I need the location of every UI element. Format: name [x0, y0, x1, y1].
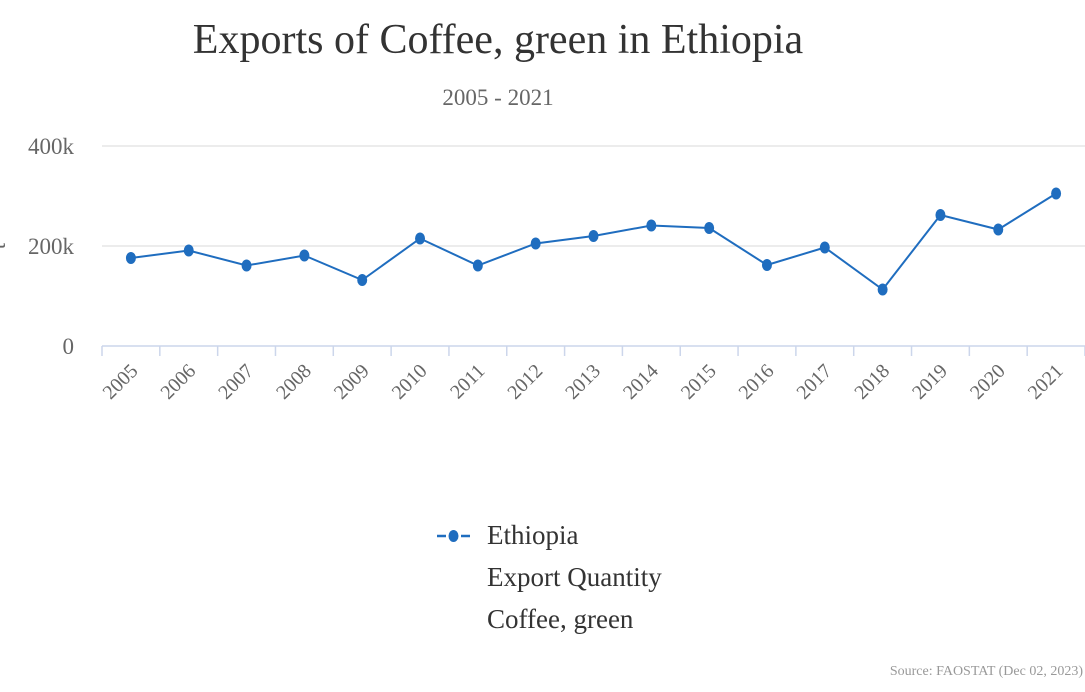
data-point-2012[interactable]	[530, 237, 541, 250]
x-tick-label-2014: 2014	[619, 360, 663, 404]
legend[interactable]: Ethiopia Export Quantity Coffee, green	[437, 520, 662, 634]
x-axis: 2005 2006 2007 2008 2009 2010 2011 2012 2013 2014…	[99, 345, 1085, 404]
x-tick-label-2013: 2013	[561, 360, 605, 404]
x-tick-label-2009: 2009	[330, 360, 374, 404]
x-tick-label-2015: 2015	[677, 360, 721, 404]
data-point-2015[interactable]	[704, 222, 715, 234]
data-point-2006[interactable]	[183, 244, 194, 257]
y-axis-title-group: t	[0, 242, 10, 249]
data-point-2014[interactable]	[646, 219, 657, 232]
data-point-2009[interactable]	[357, 274, 368, 286]
x-tick-label-2011: 2011	[446, 360, 489, 403]
x-tick-label-2018: 2018	[850, 360, 894, 404]
data-point-2017[interactable]	[819, 241, 830, 254]
chart-title: Exports of Coffee, green in Ethiopia	[193, 17, 804, 63]
x-tick-label-2008: 2008	[272, 360, 316, 404]
chart-subtitle: 2005 - 2021	[442, 85, 553, 110]
data-point-2005[interactable]	[125, 252, 136, 264]
series-ethiopia	[125, 187, 1062, 296]
legend-marker	[448, 530, 459, 542]
x-tick-label-2021: 2021	[1024, 360, 1068, 404]
x-tick-label-2016: 2016	[735, 360, 779, 404]
data-point-2013[interactable]	[588, 230, 599, 242]
data-point-2008[interactable]	[299, 249, 310, 262]
data-point-2010[interactable]	[415, 232, 426, 245]
y-axis-ticks: 0 200k 400k	[28, 134, 75, 359]
x-tick-label-2017: 2017	[792, 360, 836, 404]
data-point-2021[interactable]	[1051, 187, 1062, 200]
x-tick-label-2020: 2020	[966, 360, 1010, 404]
data-point-2007[interactable]	[241, 259, 252, 272]
x-tick-label-2006: 2006	[156, 360, 200, 404]
data-point-2019[interactable]	[935, 209, 946, 221]
y-tick-label-0: 0	[63, 334, 75, 359]
data-point-2016[interactable]	[761, 259, 772, 271]
x-tick-label-2010: 2010	[388, 360, 432, 404]
source-credit[interactable]: Source: FAOSTAT (Dec 02, 2023)	[890, 664, 1084, 679]
y-axis-title: t	[0, 242, 10, 249]
y-tick-label-2: 400k	[28, 134, 75, 159]
data-point-2018[interactable]	[877, 283, 888, 296]
x-tick-label-2005: 2005	[99, 360, 143, 404]
legend-label-0: Ethiopia	[487, 520, 578, 550]
gridlines	[102, 145, 1085, 247]
legend-label-1: Export Quantity	[487, 562, 662, 592]
x-tick-label-2012: 2012	[503, 360, 547, 404]
y-tick-label-1: 200k	[28, 234, 75, 259]
x-tick-label-2007: 2007	[214, 360, 258, 404]
data-point-2020[interactable]	[993, 223, 1004, 236]
data-point-2011[interactable]	[472, 259, 483, 272]
x-tick-label-2019: 2019	[908, 360, 952, 404]
legend-label-2: Coffee, green	[487, 604, 634, 634]
